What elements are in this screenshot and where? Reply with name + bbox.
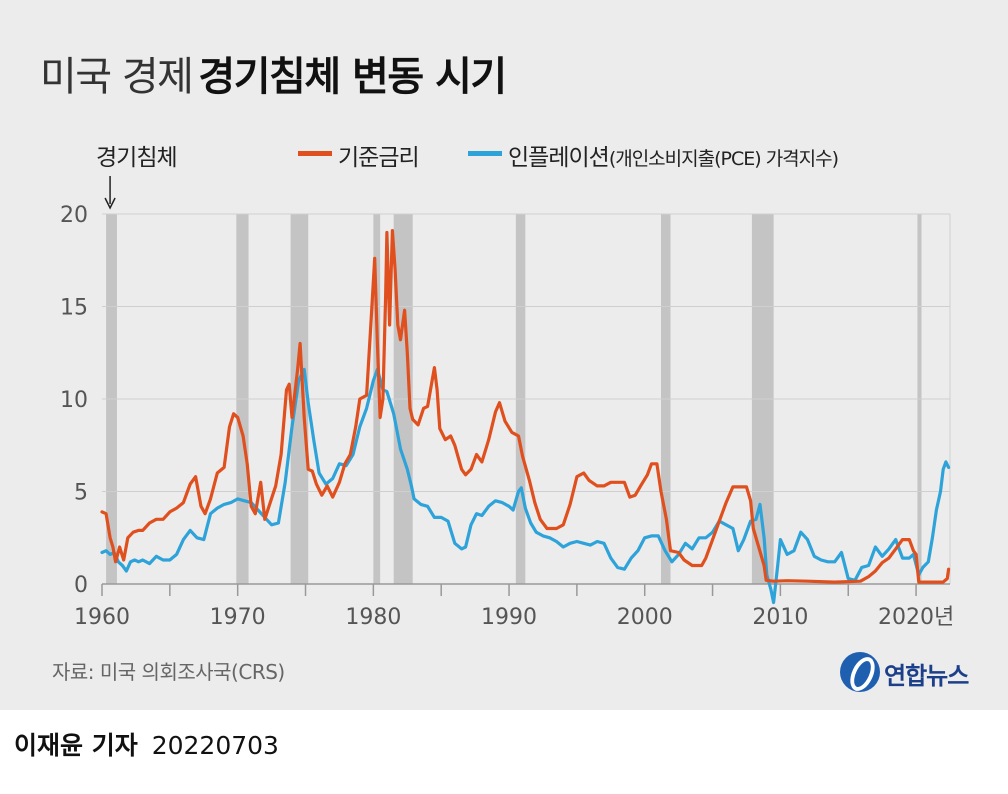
chart-svg: 0 5 10 15 20 1960 1970 1980 1990 2000 2010 2020년 [60,176,954,630]
y-tick-label: 5 [74,481,88,506]
x-tick-label: 1980 [345,605,401,630]
x-tick-label: 2020년 [878,605,954,630]
legend-inflation-note: (개인소비지출(PCE) 가격지수) [608,148,839,170]
x-axis: 1960 1970 1980 1990 2000 2010 2020년 [74,583,954,630]
legend-inflation-main: 인플레이션 [508,145,610,171]
x-tick-label: 1970 [210,605,266,630]
yonhap-logo: 연합뉴스 [840,650,990,695]
recession-arrow [104,176,116,210]
source-note: 자료: 미국 의회조사국(CRS) [52,660,285,684]
legend-label-inflation: 인플레이션(개인소비지출(PCE) 가격지수) [508,138,839,172]
byline-author: 이재윤 기자 [14,731,138,760]
legend-swatch-rate [298,151,332,156]
recession-legend-label: 경기침체 [96,145,178,171]
yonhap-logo-icon [840,652,880,695]
recession-arrow-head [104,197,116,210]
legend-label-rate: 기준금리 [338,145,420,171]
x-tick-label: 2010 [752,605,808,630]
graphic-panel [0,0,1008,710]
grid [102,213,951,584]
y-tick-label: 20 [60,203,88,228]
x-tick-label: 2000 [617,605,673,630]
title-bold: 경기침체 변동 시기 [198,54,507,100]
y-tick-label: 10 [60,388,88,413]
page-title: 미국 경제 경기침체 변동 시기 [40,44,507,102]
rate-line [100,229,951,584]
byline-date: 20220703 [151,731,279,760]
byline: 이재윤 기자 20220703 [14,726,279,762]
x-tick-label: 1960 [74,605,130,630]
y-tick-label: 0 [74,573,88,598]
series-lines [100,229,951,605]
y-tick-labels: 0 5 10 15 20 [60,203,88,598]
y-tick-label: 15 [60,296,88,321]
title-light: 미국 경제 [40,54,194,100]
x-tick-label: 1990 [481,605,537,630]
legend-swatch-inflation [468,151,502,156]
logo-text: 연합뉴스 [884,662,969,690]
inflation-line [100,367,951,605]
